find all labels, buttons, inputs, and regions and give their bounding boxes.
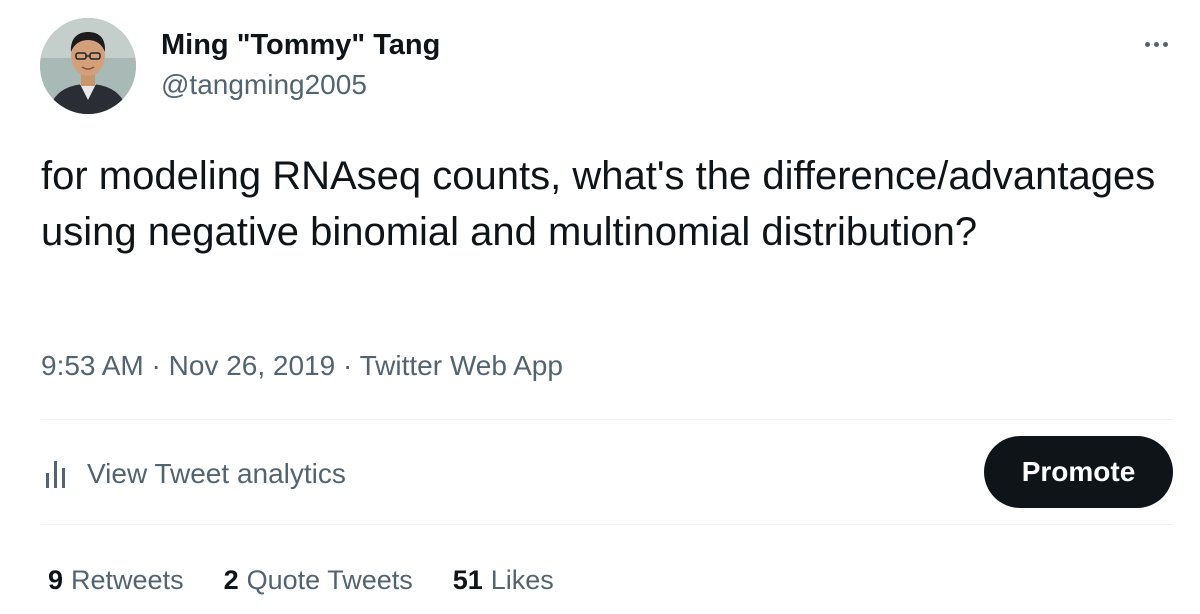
retweets-label: Retweets xyxy=(71,565,184,595)
bar-chart-icon xyxy=(46,461,65,488)
quote-tweets-count: 2 xyxy=(223,565,239,595)
avatar[interactable] xyxy=(40,18,136,114)
promote-button[interactable]: Promote xyxy=(984,436,1173,508)
retweets-stat[interactable]: 9 Retweets xyxy=(48,562,184,598)
more-options-button[interactable] xyxy=(1136,30,1176,58)
meta-separator: · xyxy=(342,350,353,381)
author-handle[interactable]: @tangming2005 xyxy=(161,69,367,100)
retweets-count: 9 xyxy=(48,565,64,595)
view-tweet-analytics-link[interactable]: View Tweet analytics xyxy=(41,454,346,494)
likes-stat[interactable]: 51 Likes xyxy=(453,562,554,598)
tweet-source[interactable]: Twitter Web App xyxy=(359,350,563,381)
avatar-photo xyxy=(40,18,136,114)
author-display-name[interactable]: Ming "Tommy" Tang xyxy=(161,29,441,61)
tweet-stats: 9 Retweets 2 Quote Tweets 51 Likes xyxy=(48,562,594,598)
more-horizontal-icon-dot xyxy=(1162,41,1168,47)
quote-tweets-stat[interactable]: 2 Quote Tweets xyxy=(224,562,413,598)
tweet-date[interactable]: Nov 26, 2019 xyxy=(168,350,336,381)
more-horizontal-icon xyxy=(1144,41,1150,47)
analytics-label: View Tweet analytics xyxy=(87,458,346,489)
divider xyxy=(41,524,1173,525)
tweet-meta: 9:53 AM · Nov 26, 2019 · Twitter Web App xyxy=(41,348,563,384)
tweet-time[interactable]: 9:53 AM xyxy=(41,350,144,381)
likes-count: 51 xyxy=(452,565,483,595)
quote-tweets-label: Quote Tweets xyxy=(246,565,413,595)
meta-separator: · xyxy=(151,350,161,381)
divider xyxy=(41,419,1173,420)
likes-label: Likes xyxy=(490,565,554,595)
tweet-text: for modeling RNAseq counts, what's the d… xyxy=(41,154,1156,254)
more-horizontal-icon-dot xyxy=(1153,41,1159,47)
